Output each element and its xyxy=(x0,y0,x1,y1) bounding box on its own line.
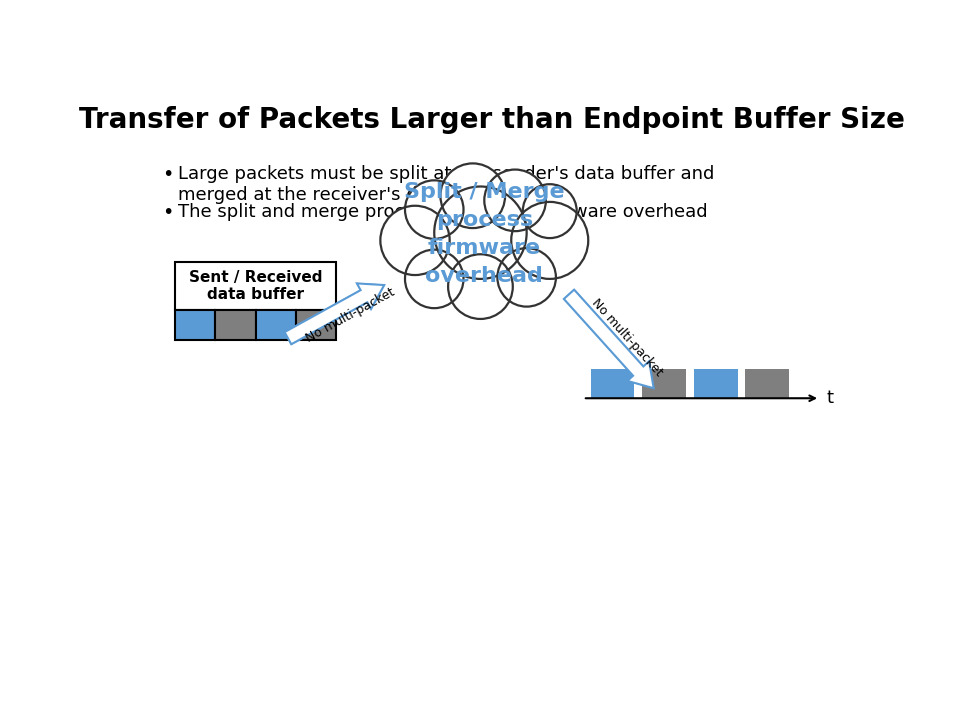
Polygon shape xyxy=(564,289,654,388)
Circle shape xyxy=(380,206,449,275)
Circle shape xyxy=(434,186,527,279)
Circle shape xyxy=(405,180,464,239)
Bar xyxy=(175,262,336,310)
Bar xyxy=(694,369,737,398)
Circle shape xyxy=(484,169,546,231)
Circle shape xyxy=(441,163,505,228)
Text: •: • xyxy=(162,204,174,222)
Bar xyxy=(296,310,336,341)
Text: Large packets must be split at the sender's data buffer and
merged at the receiv: Large packets must be split at the sende… xyxy=(178,165,714,204)
Text: No multi-packet: No multi-packet xyxy=(303,286,396,345)
Text: Transfer of Packets Larger than Endpoint Buffer Size: Transfer of Packets Larger than Endpoint… xyxy=(79,106,905,134)
Circle shape xyxy=(497,248,556,307)
Text: No multi-packet: No multi-packet xyxy=(588,296,665,379)
Bar xyxy=(745,369,789,398)
Text: t: t xyxy=(827,390,833,408)
Text: •: • xyxy=(162,165,174,184)
Text: The split and merge process generates firmware overhead: The split and merge process generates fi… xyxy=(178,204,708,222)
Text: Sent / Received
data buffer: Sent / Received data buffer xyxy=(189,269,323,302)
Text: Split / Merge
process
firmware
overhead: Split / Merge process firmware overhead xyxy=(404,182,564,287)
Bar xyxy=(642,369,686,398)
Polygon shape xyxy=(284,284,384,344)
Circle shape xyxy=(448,254,513,319)
Circle shape xyxy=(523,184,577,238)
Circle shape xyxy=(512,202,588,279)
Bar xyxy=(590,369,635,398)
Polygon shape xyxy=(564,289,654,388)
Bar xyxy=(215,310,255,341)
Bar xyxy=(255,310,296,341)
Polygon shape xyxy=(284,284,384,344)
Circle shape xyxy=(405,250,464,308)
Bar xyxy=(175,310,215,341)
